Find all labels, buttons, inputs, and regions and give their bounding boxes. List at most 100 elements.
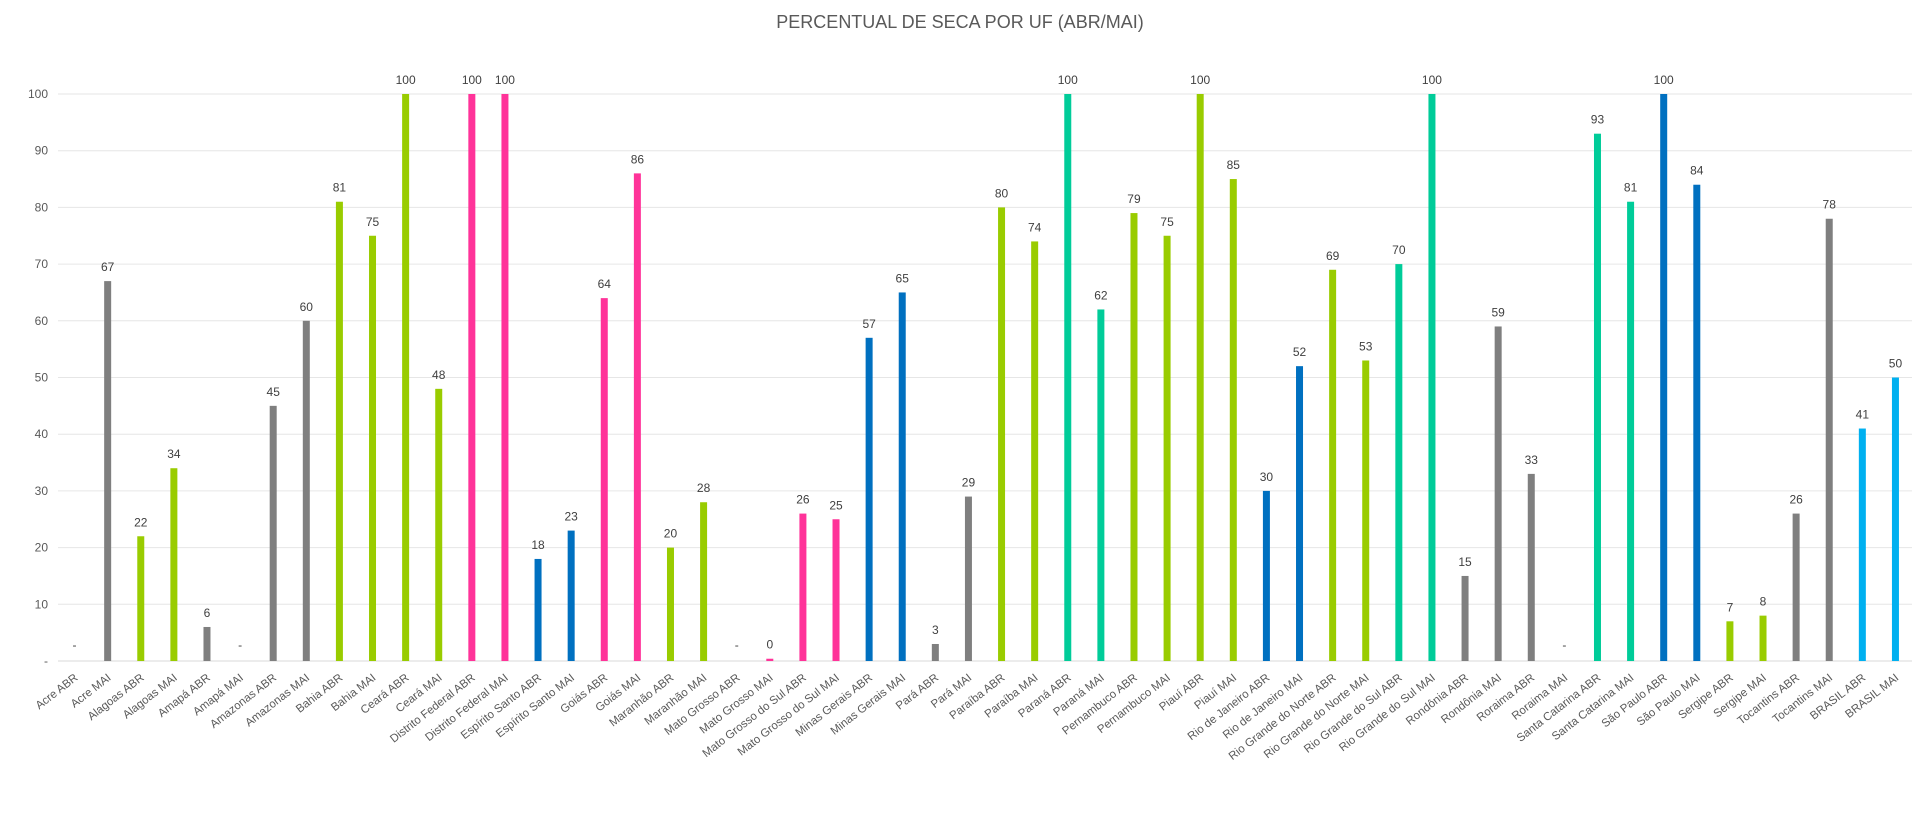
bar (865, 337, 873, 661)
data-label: 78 (1823, 198, 1837, 212)
bar (1660, 94, 1668, 661)
y-tick-label: 50 (35, 371, 49, 385)
bar (1262, 490, 1270, 661)
bar (170, 468, 178, 661)
data-label: 75 (366, 215, 380, 229)
bar (501, 94, 509, 661)
bar (1395, 264, 1403, 661)
data-label: 3 (932, 623, 939, 637)
y-tick-label: 100 (28, 87, 48, 101)
bars (104, 94, 1899, 662)
data-label: 23 (564, 510, 578, 524)
bar (1064, 94, 1072, 661)
data-label: 75 (1160, 215, 1174, 229)
data-label: 84 (1690, 164, 1704, 178)
data-label: 34 (167, 447, 181, 461)
bar (666, 547, 674, 661)
data-label: 93 (1591, 113, 1605, 127)
bar (534, 558, 542, 661)
bar (335, 201, 343, 662)
bar (1693, 184, 1701, 661)
data-label: 70 (1392, 243, 1406, 257)
bar (964, 496, 972, 661)
bar (898, 292, 906, 661)
data-label: 0 (766, 638, 773, 652)
data-label: 41 (1856, 408, 1870, 422)
data-label: 53 (1359, 339, 1373, 353)
bar (832, 519, 840, 661)
y-tick-label: 90 (35, 144, 49, 158)
bar (1825, 218, 1833, 662)
data-label: 60 (300, 300, 314, 314)
data-label: 18 (531, 538, 545, 552)
bar (1296, 366, 1304, 661)
data-label: 52 (1293, 345, 1307, 359)
data-label: 62 (1094, 288, 1108, 302)
data-label: 100 (1654, 73, 1674, 87)
bar (1130, 213, 1138, 661)
y-tick-label: 70 (35, 257, 49, 271)
bar (269, 405, 277, 661)
bar (104, 281, 112, 661)
y-tick-label: - (44, 654, 48, 668)
y-tick-label: 30 (35, 484, 49, 498)
data-label: 15 (1458, 555, 1472, 569)
bar (1627, 201, 1635, 662)
data-label: - (73, 638, 77, 652)
data-label: 45 (267, 385, 281, 399)
bar (1527, 473, 1535, 661)
bar (1362, 360, 1370, 661)
data-label: 85 (1227, 158, 1241, 172)
data-label: 22 (134, 515, 148, 529)
bar (1428, 94, 1436, 661)
data-label: 64 (598, 277, 612, 291)
bar (435, 388, 443, 661)
bar (1792, 513, 1800, 661)
data-label: - (238, 638, 242, 652)
data-label: 30 (1260, 470, 1274, 484)
data-label: 86 (631, 152, 645, 166)
bar (137, 536, 145, 661)
y-tick-label: 10 (35, 597, 49, 611)
data-label: 81 (333, 181, 347, 195)
bar (998, 207, 1006, 661)
data-label: 6 (204, 606, 211, 620)
bar (1858, 428, 1866, 661)
bar (1329, 269, 1337, 661)
data-label: 33 (1525, 453, 1539, 467)
bar (633, 173, 641, 661)
y-tick-label: 60 (35, 314, 49, 328)
bar (1163, 235, 1171, 661)
y-tick-label: 80 (35, 200, 49, 214)
bar (766, 658, 774, 661)
bar (302, 320, 310, 661)
data-label: 25 (829, 498, 843, 512)
bar (1726, 621, 1734, 661)
bar (799, 513, 807, 661)
data-label: - (735, 638, 739, 652)
data-label: 80 (995, 186, 1009, 200)
data-label: 81 (1624, 181, 1638, 195)
bar (1229, 179, 1237, 662)
data-label: 100 (1058, 73, 1078, 87)
bar (203, 626, 211, 661)
data-label: 26 (796, 493, 810, 507)
data-label: 100 (495, 73, 515, 87)
data-label: 79 (1127, 192, 1141, 206)
bar (1031, 241, 1039, 662)
data-label: 50 (1889, 357, 1903, 371)
data-label: 69 (1326, 249, 1340, 263)
bar (1891, 377, 1899, 661)
gridlines (58, 93, 1912, 662)
data-label: - (1562, 638, 1566, 652)
data-label: 48 (432, 368, 446, 382)
bar (1494, 326, 1502, 661)
bar (402, 94, 410, 661)
bar (468, 94, 476, 661)
data-label: 59 (1491, 305, 1505, 319)
data-label: 100 (462, 73, 482, 87)
data-label: 7 (1727, 600, 1734, 614)
data-label: 8 (1760, 595, 1767, 609)
